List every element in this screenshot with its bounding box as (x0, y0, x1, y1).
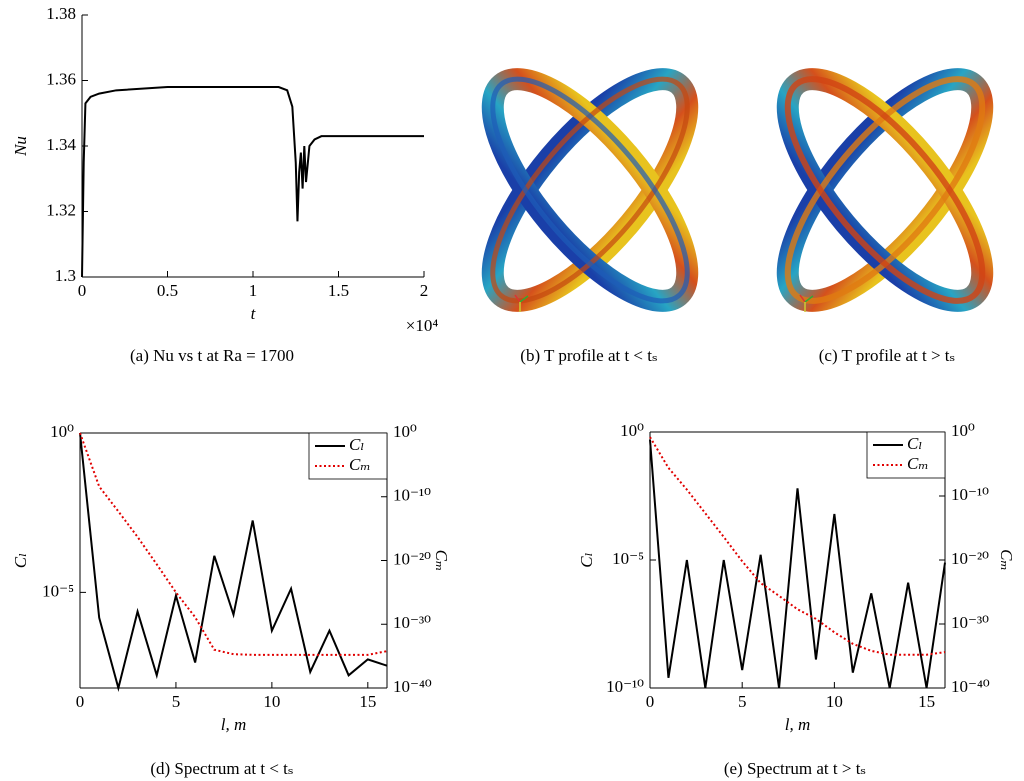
y-tick-label: 10⁰ (50, 422, 74, 441)
y-tick-label: 1.32 (46, 200, 76, 219)
data-line (79, 432, 388, 656)
caption: (c) T profile at t > tₛ (819, 346, 955, 365)
data-line (649, 439, 946, 689)
x-tick-label: 0 (76, 692, 85, 711)
y-tick-label: 1.38 (46, 4, 76, 23)
y-axis-label: Cₗ (11, 553, 30, 568)
y-axis-label: Nu (11, 136, 30, 157)
x-tick-label: 15 (918, 692, 935, 711)
x-axis-label: t (251, 304, 257, 323)
y-tick-label: 10⁻¹⁰ (606, 677, 644, 696)
y-tick-label: 1.34 (46, 135, 76, 154)
y2-tick-label: 10⁻²⁰ (951, 549, 989, 568)
legend-label: Cₗ (349, 435, 364, 454)
y-tick-label: 10⁻⁵ (612, 549, 644, 568)
y2-tick-label: 10⁰ (393, 422, 417, 441)
temperature-profile-b (481, 68, 699, 312)
y2-tick-label: 10⁰ (951, 421, 975, 440)
x-tick-label: 1.5 (328, 281, 349, 300)
y-tick-label: 10⁻⁵ (42, 581, 74, 600)
caption: (e) Spectrum at t > tₛ (724, 759, 866, 778)
y2-tick-label: 10⁻⁴⁰ (393, 677, 432, 696)
y2-axis-label: Cₘ (432, 550, 451, 572)
legend-label: Cₗ (907, 434, 922, 453)
y2-tick-label: 10⁻⁴⁰ (951, 677, 990, 696)
caption: (a) Nu vs t at Ra = 1700 (130, 346, 294, 365)
data-line (79, 432, 388, 692)
y-axis-label: Cₗ (577, 552, 596, 567)
y2-axis-label: Cₘ (997, 549, 1016, 571)
x-tick-label: 5 (172, 692, 181, 711)
x-tick-label: 0.5 (157, 281, 178, 300)
x-tick-label: 15 (359, 692, 376, 711)
data-line (649, 436, 946, 656)
caption: (b) T profile at t < tₛ (520, 346, 657, 365)
y2-tick-label: 10⁻³⁰ (951, 613, 989, 632)
y2-tick-label: 10⁻¹⁰ (393, 486, 431, 505)
y2-tick-label: 10⁻²⁰ (393, 549, 431, 568)
y-tick-label: 1.3 (55, 266, 76, 285)
legend-box (866, 431, 946, 479)
legend-box (308, 432, 388, 480)
x-tick-label: 0 (646, 692, 655, 711)
legend-label: Cₘ (349, 455, 371, 474)
x-multiplier: ×10⁴ (406, 316, 439, 335)
y-tick-label: 10⁰ (620, 421, 644, 440)
legend-label: Cₘ (907, 454, 929, 473)
x-tick-label: 1 (249, 281, 258, 300)
x-tick-label: 2 (420, 281, 429, 300)
temperature-profile-c (776, 68, 994, 312)
x-axis-label: l, m (785, 715, 811, 734)
y2-tick-label: 10⁻¹⁰ (951, 485, 989, 504)
x-tick-label: 10 (263, 692, 280, 711)
y-tick-label: 1.36 (46, 69, 76, 88)
x-tick-label: 5 (738, 692, 747, 711)
x-tick-label: 10 (826, 692, 843, 711)
x-axis-label: l, m (221, 715, 247, 734)
data-line (81, 86, 424, 278)
y2-tick-label: 10⁻³⁰ (393, 613, 431, 632)
x-tick-label: 0 (78, 281, 87, 300)
caption: (d) Spectrum at t < tₛ (150, 759, 293, 778)
